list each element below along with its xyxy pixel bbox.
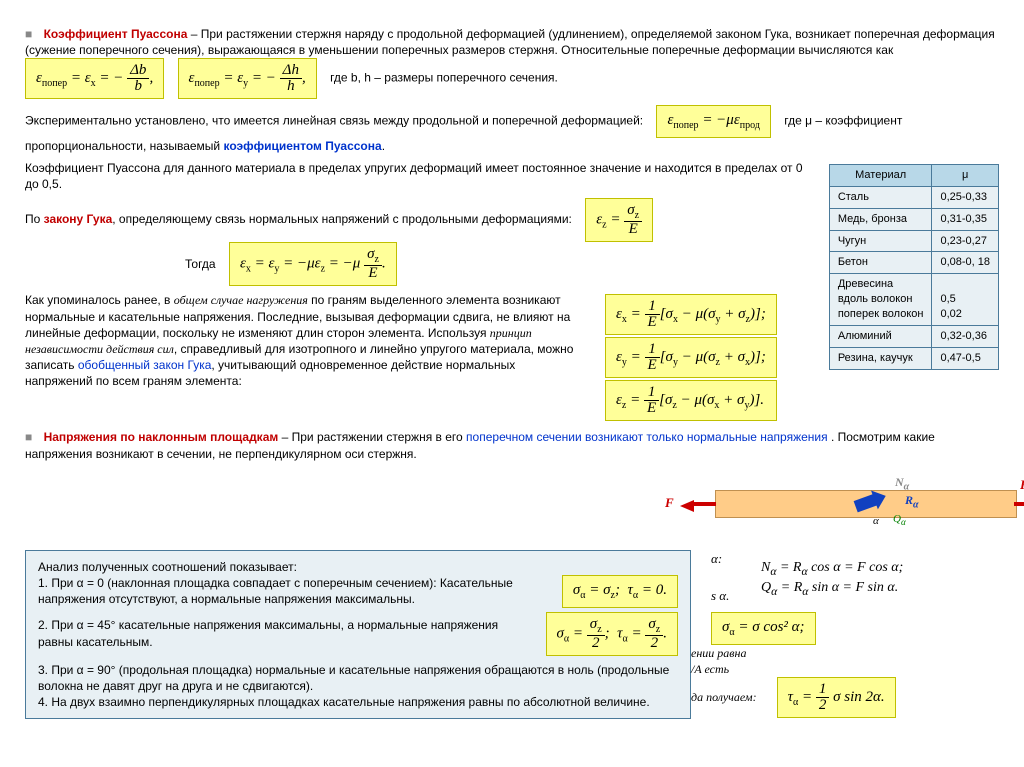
label-f-right: F (1020, 476, 1024, 494)
formula-tau-alpha: τα = 12 σ sin 2α. (777, 677, 896, 718)
td: Медь, бронза (829, 208, 932, 230)
analysis-intro: Анализ полученных соотношений показывает… (38, 559, 678, 575)
analysis-p4: 4. На двух взаимно перпендикулярных площ… (38, 694, 678, 710)
formula-gx: εx = 1E[σx − μ(σy + σz)]; (605, 294, 777, 335)
formula-gz: εz = 1E[σz − μ(σx + σy)]. (605, 380, 777, 421)
frag-t3: да получаем: (691, 689, 757, 705)
then: Тогда (185, 257, 216, 271)
s3t1: – При растяжении стержня в его (282, 430, 466, 444)
formula-sigma-alpha: σα = σ cos² α; (711, 612, 816, 645)
rod-diagram: F F Nα Rα Qα α (25, 476, 999, 536)
label-Q: Qα (893, 512, 906, 529)
td: 0,47-0,5 (932, 347, 999, 369)
bullet-1: ■ (25, 27, 32, 41)
para-linear: Экспериментально установлено, что имеетс… (25, 105, 999, 154)
arrow-f-left (680, 500, 694, 512)
formula-epsy: εпопер = εy = − Δhh, (178, 58, 317, 99)
frag-t2: /A есть (691, 661, 903, 677)
formula-mu: εпопер = −μεпрод (656, 105, 770, 138)
row-general-hooke: Как упоминалось ранее, в общем случае на… (25, 292, 819, 423)
t6b: , определяющему связь нормальных напряже… (112, 213, 572, 227)
label-f-left: F (665, 494, 674, 512)
analysis-p1: 1. При α = 0 (наклонная площадка совпада… (38, 575, 552, 607)
poisson-intro: ■ Коэффициент Пуассона – При растяжении … (25, 26, 999, 99)
right-equations: α: s α. Nα = Rα cos α = F cos α; Qα = Rα… (711, 540, 903, 718)
term-poisson: Коэффициент Пуассона (44, 27, 188, 41)
td: 0,25-0,33 (932, 186, 999, 208)
label-R: Rα (905, 492, 919, 512)
frag-t1: ении равна (691, 645, 903, 661)
formula-combined: εx = εy = −μεz = −μ σzE. (229, 242, 397, 286)
td: 0,08-0, 18 (932, 252, 999, 274)
td: 0,32-0,36 (932, 325, 999, 347)
s3term2: поперечном сечении возникают только норм… (466, 430, 828, 444)
term-inclined: Напряжения по наклонным площадкам (44, 430, 279, 444)
formula-gy: εy = 1E[σy − μ(σz + σx)]; (605, 337, 777, 378)
td: Древесинавдоль волоконпоперек волокон (829, 274, 932, 326)
analysis-p2: 2. При α = 45° касательные напряжения ма… (38, 617, 536, 649)
formula-a1: σα = σz; τα = 0. (562, 575, 678, 608)
s2term3: обобщенный закон Гука (78, 358, 212, 372)
td: 0,50,02 (932, 274, 999, 326)
th-material: Материал (829, 165, 932, 187)
td: Чугун (829, 230, 932, 252)
bullet-2: ■ (25, 430, 32, 444)
eq-Q: Qα = Rα sin α = F sin α. (761, 579, 903, 600)
general-hooke-text: Как упоминалось ранее, в общем случае на… (25, 292, 585, 389)
t6a: По (25, 213, 44, 227)
analysis-box: Анализ полученных соотношений показывает… (25, 550, 691, 719)
td: Бетон (829, 252, 932, 274)
td: Резина, каучук (829, 347, 932, 369)
inclined-intro: ■ Напряжения по наклонным площадкам – Пр… (25, 429, 999, 461)
eq-N: Nα = Rα cos α = F cos α; (761, 559, 903, 580)
td: 0,31-0,35 (932, 208, 999, 230)
arrow-f-right-line (1014, 502, 1024, 506)
th-mu: μ (932, 165, 999, 187)
term-hooke: закону Гука (44, 213, 113, 227)
formula-epsz: εz = σzE (585, 198, 653, 242)
s2term1: общем случае нагружения (174, 293, 308, 307)
td: Сталь (829, 186, 932, 208)
s2t1a: Как упоминалось ранее, в (25, 293, 174, 307)
td: 0,23-0,27 (932, 230, 999, 252)
label-N: Nα (895, 474, 909, 494)
formula-epsx: εпопер = εx = − Δbb, (25, 58, 164, 99)
arrow-f-left-line (694, 502, 716, 506)
text-linear: Экспериментально установлено, что имеетс… (25, 114, 643, 128)
analysis-p3: 3. При α = 90° (продольная площадка) нор… (38, 662, 678, 694)
label-alpha: α (873, 514, 879, 529)
term-poisson-coef: коэффициентом Пуассона (223, 139, 381, 153)
text-bh: где b, h – размеры поперечного сечения. (330, 71, 558, 85)
material-table: Материал μ Сталь0,25-0,33 Медь, бронза0,… (829, 164, 999, 369)
td: Алюминий (829, 325, 932, 347)
formula-a2: σα = σz2; τα = σz2. (546, 612, 679, 656)
